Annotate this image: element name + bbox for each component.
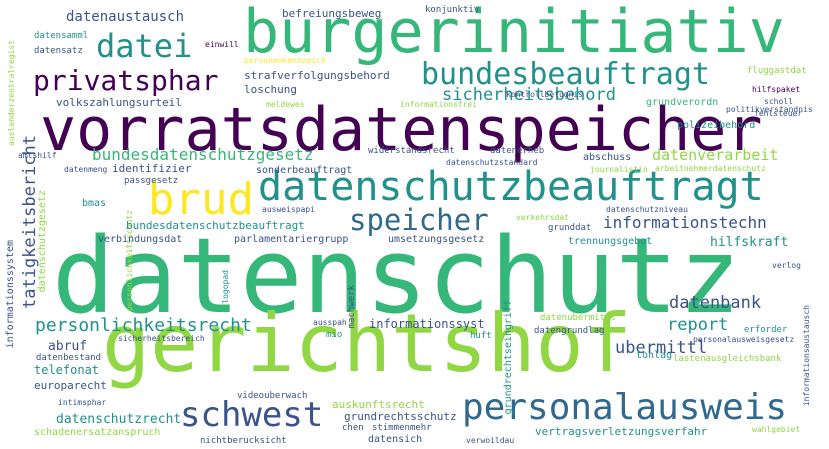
- word-auskunftsrecht: auskunftsrecht: [332, 398, 425, 411]
- word-lastenausgleichsbank: lastenausgleichsbank: [673, 354, 782, 364]
- word-privatsphar: privatsphar: [33, 64, 219, 97]
- word-datenaustausch: datenaustausch: [66, 9, 185, 25]
- word-vorratsdatenspeicher: vorratsdatenspeicher: [40, 95, 763, 165]
- word-sicherheitsbehord: sicherheitsbehord: [442, 85, 616, 105]
- word-logopad: logopad: [221, 270, 230, 304]
- word-datensich: datensich: [368, 434, 423, 445]
- word-gerichtshof: gerichtshof: [102, 297, 632, 390]
- word-hilfspaket: hilfspaket: [752, 85, 801, 94]
- word-ausspah: ausspah: [313, 318, 347, 327]
- word-hilfskraft: hilfskraft: [710, 235, 789, 250]
- word-telefonat: telefonat: [34, 363, 100, 377]
- word-nichtberucksicht: nichtberucksicht: [200, 436, 287, 446]
- word-datenbank: datenbank: [669, 293, 762, 313]
- word-umsetzungsgesetz: umsetzungsgesetz: [388, 234, 485, 245]
- word-trennungsgebot: trennungsgebot: [568, 236, 653, 247]
- word-vertragsverletzungsverfahr: vertragsverletzungsverfahr: [535, 425, 708, 438]
- word-datenverarbeit: datenverarbeit: [652, 146, 779, 164]
- word-mio: mio: [326, 330, 343, 340]
- word-datensamml: datensamml: [34, 31, 89, 41]
- word-schwest: schwest: [180, 395, 324, 435]
- word-polizeibehord: polizeibehord: [677, 120, 756, 131]
- word-identifizier: identifizier: [112, 162, 192, 175]
- word-tonlag: tonlag: [636, 350, 673, 361]
- word-verkehrsdat: verkehrsdat: [516, 213, 569, 222]
- word-informationssyst: informationssyst: [369, 317, 485, 331]
- word-report: report: [667, 315, 729, 335]
- word-datenmeng: datenmeng: [64, 165, 108, 174]
- word-burgerinitiativ: burgerinitiativ: [243, 0, 785, 67]
- word-grunddat: grunddat: [548, 223, 592, 233]
- word-abschuss: abschuss: [583, 152, 632, 163]
- word-sonderbeauftragt: sonderbeauftragt: [256, 165, 353, 176]
- word-datei: datei: [96, 27, 193, 65]
- word-abruf: abruf: [48, 339, 88, 354]
- word-personlichkeitsrecht: personlichkeitsrecht: [35, 315, 252, 336]
- word-datenschutzniveau: datenschutzniveau: [606, 205, 688, 214]
- word-fehlsteuer: fehlsteuer: [754, 109, 803, 118]
- word-speicher: speicher: [349, 203, 489, 237]
- word-grundrechtseingriff: grundrechtseingriff: [503, 300, 514, 415]
- word-erforder: erforder: [744, 325, 788, 335]
- word-auslanderzentralregist: auslanderzentralregist: [7, 40, 16, 146]
- word-bundesdatenschutzbeauftragt: bundesdatenschutzbeauftragt: [126, 219, 305, 232]
- word-volkszahlungsurteil: volkszahlungsurteil: [56, 96, 182, 109]
- word-schadenersatzanspruch: schadenersatzanspruch: [34, 427, 161, 438]
- word-personenkennzeich: personenkennzeich: [244, 56, 326, 65]
- word-intimsphar: intimsphar: [58, 398, 107, 407]
- word-datenerheb: datenerheb: [490, 146, 545, 156]
- word-sicherheitsbereich: sicherheitsbereich: [118, 334, 205, 343]
- word-chen: chen: [342, 423, 364, 433]
- word-grundverordn: grundverordn: [646, 97, 719, 108]
- word-verlog: verlog: [772, 261, 801, 270]
- word-befreiungsbeweg: befreiungsbeweg: [282, 7, 382, 20]
- word-informationsaustausch: informationsaustausch: [802, 305, 811, 407]
- word-datensatz: datensatz: [34, 46, 83, 56]
- word-konjunktiv: konjunktiv: [425, 5, 480, 15]
- word-informationsfrei: informationsfrei: [400, 100, 478, 109]
- word-datenschutzstandard: datenschutzstandard: [446, 158, 538, 167]
- word-europarecht: europarecht: [34, 379, 107, 392]
- word-journalistin: journalistin: [590, 165, 648, 174]
- word-strafverfolgungsbehord: strafverfolgungsbehord: [244, 69, 390, 82]
- word-widerstandsrecht: widerstandsrecht: [368, 146, 455, 156]
- word-ausweispapi: ausweispapi: [262, 205, 315, 214]
- word-videouberwach: videouberwach: [237, 391, 308, 401]
- word-fluggastdat: fluggastdat: [747, 66, 807, 76]
- word-personalausweis: personalausweis: [462, 387, 788, 428]
- word-bmas: bmas: [82, 198, 107, 209]
- word-grundrechtsschutz: grundrechtsschutz: [344, 410, 457, 423]
- word-kontrollbefugnis: kontrollbefugnis: [506, 90, 584, 99]
- word-verwoildau: verwoildau: [466, 436, 515, 445]
- word-informationstechn: informationstechn: [603, 213, 767, 232]
- word-meldewes: meldewes: [266, 100, 305, 109]
- word-politikverstandnis: politikverstandnis: [726, 105, 813, 114]
- word-datengrundlag: datengrundlag: [534, 326, 605, 336]
- word-einwill: einwill: [205, 40, 239, 49]
- word-arbeitnehmerdatenschutz: arbeitnehmerdatenschutz: [655, 164, 766, 173]
- word-datenbestand: datenbestand: [36, 353, 102, 363]
- word-verbindungsdat: verbindungsdat: [98, 234, 183, 245]
- word-datenschutzgesetz: datenschutzgesetz: [37, 190, 48, 293]
- word-scholl: scholl: [764, 97, 793, 106]
- word-bundesdatenschutzgesetz: bundesdatenschutzgesetz: [92, 145, 314, 164]
- word-huft: huft: [470, 331, 492, 341]
- word-informationssystem: informationssystem: [5, 240, 16, 349]
- word-wahlgebiet: wahlgebiet: [752, 425, 801, 434]
- word-datenschutzrecht: datenschutzrecht: [56, 412, 182, 427]
- word-brud: brud: [148, 174, 254, 225]
- word-datenschutz: datenschutz: [52, 215, 741, 337]
- word-machwerk: machwerk: [347, 285, 357, 329]
- word-ubermittl: ubermittl: [615, 338, 708, 358]
- word-personalausweisgesetz: personalausweisgesetz: [693, 335, 795, 344]
- word-parlamentariergrupp: parlamentariergrupp: [234, 234, 349, 245]
- word-datenubermittl: datenubermittl: [540, 313, 616, 323]
- word-bundesbeauftragt: bundesbeauftragt: [421, 57, 710, 92]
- word-amtshilf: amtshilf: [18, 151, 57, 160]
- word-passgesetz: passgesetz: [124, 176, 179, 186]
- word-stimmenmehr: stimmenmehr: [372, 423, 432, 433]
- word-loschung: loschung: [244, 83, 297, 96]
- word-datenschutzbeauftragt: datenschutzbeauftragt: [258, 164, 764, 210]
